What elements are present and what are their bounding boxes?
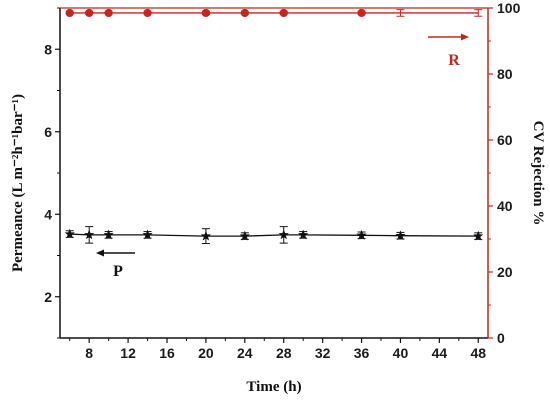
data-point-star [84,229,95,240]
annotation-p: P [113,263,123,280]
y-left-tick-label: 4 [44,206,52,222]
y-left-tick-label: 2 [44,289,52,305]
x-tick-label: 12 [120,345,136,361]
data-point-star [356,229,367,240]
data-point-star [239,230,250,241]
y-right-tick-label: 60 [497,132,513,148]
data-point-circle [201,8,211,18]
x-tick-label: 32 [315,345,331,361]
x-tick-label: 8 [85,345,93,361]
y-right-tick-label: 0 [497,330,505,346]
y-left-axis-title: Permeance (L m⁻²h⁻¹bar⁻¹) [10,94,26,272]
y-left-tick-label: 8 [44,41,52,57]
data-point-star [473,230,484,241]
data-point-star [298,229,309,240]
data-point-circle [143,8,152,18]
y-right-tick-label: 100 [497,0,521,16]
data-point-circle [279,8,288,18]
y-right-tick-label: 20 [497,264,513,280]
data-point-star [103,229,114,240]
p-arrow-head [96,249,104,257]
data-point-circle [104,8,113,18]
x-tick-label: 24 [237,345,253,361]
y-right-axis-title: CV Rejection % [530,121,546,226]
data-point-circle [357,8,366,18]
series-line [69,233,479,237]
x-tick-label: 16 [159,345,175,361]
r-arrow-head [461,33,469,41]
x-tick-label: 36 [354,345,370,361]
x-tick-label: 40 [393,345,409,361]
data-point-star [142,229,153,240]
rejection-series [65,8,483,18]
x-axis-title: Time (h) [246,379,301,395]
x-tick-label: 20 [198,345,214,361]
y-left-tick-label: 6 [44,124,52,140]
y-right-tick-label: 80 [497,66,513,82]
data-point-star [64,228,75,239]
permeance-series [65,226,483,245]
data-point-star [395,230,406,241]
y-right-tick-label: 40 [497,198,513,214]
x-tick-label: 44 [432,345,448,361]
data-point-circle [85,8,94,18]
x-tick-label: 28 [276,345,292,361]
x-tick-label: 48 [470,345,486,361]
data-point-circle [65,8,74,18]
data-point-star [200,230,212,241]
annotation-r: R [448,52,460,69]
data-point-star [278,229,289,240]
data-point-circle [240,8,249,18]
